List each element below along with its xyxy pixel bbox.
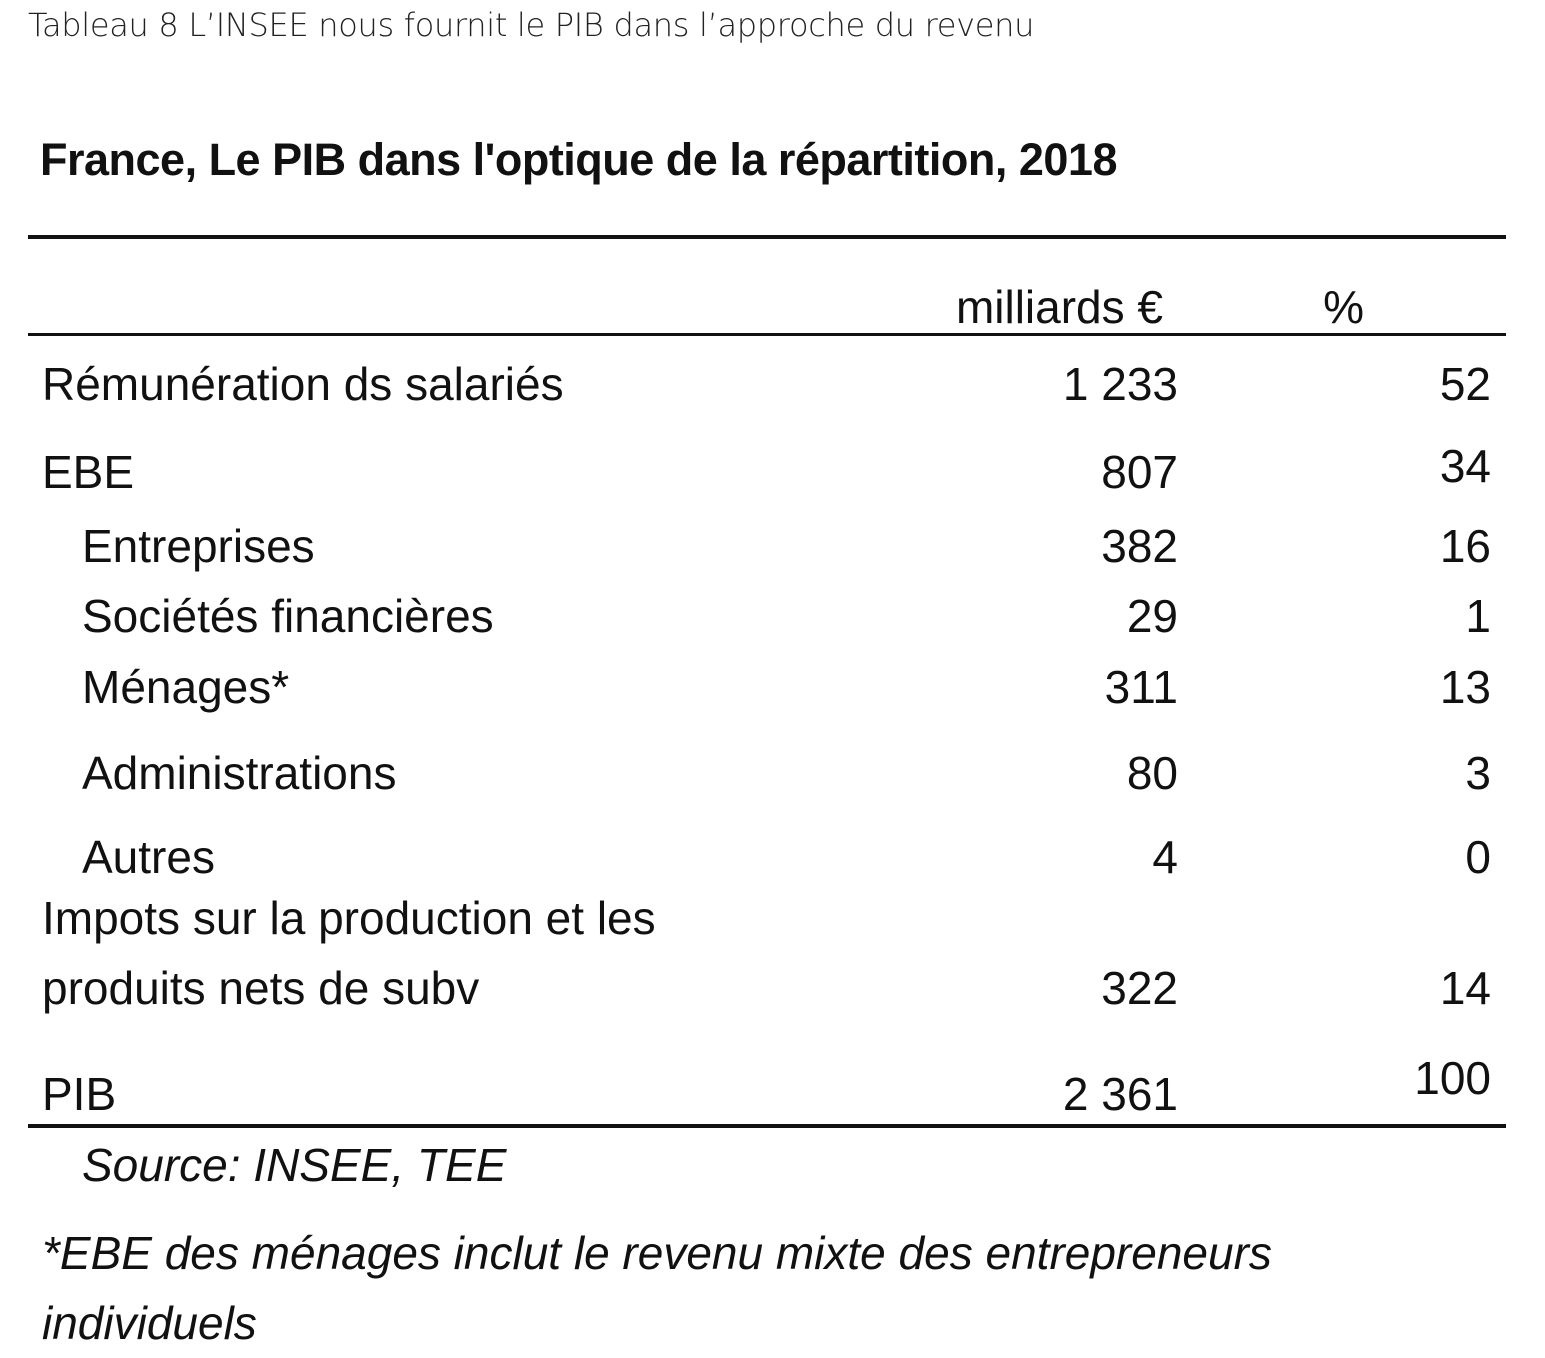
column-header-unit: milliards €: [955, 281, 1163, 333]
row-percent: 13: [1439, 661, 1491, 713]
row-percent: 14: [1439, 962, 1491, 1014]
row-value: 382: [1101, 520, 1178, 572]
row-value: 322: [1101, 962, 1178, 1014]
table-row: Entreprises 382 16: [0, 518, 1545, 574]
row-value: 807: [1101, 446, 1178, 498]
row-value: 2 361: [1062, 1068, 1178, 1120]
column-header-percent: %: [1323, 281, 1364, 333]
table-row-total: PIB 2 361 100: [0, 1052, 1545, 1122]
row-percent: 34: [1439, 440, 1491, 492]
row-label: Entreprises: [82, 520, 315, 572]
table-row: produits nets de subv 322 14: [0, 960, 1545, 1016]
table-row: Administrations 80 3: [0, 745, 1545, 801]
table-row: Rémunération ds salariés 1 233 52: [0, 356, 1545, 412]
row-label: PIB: [42, 1068, 117, 1120]
row-label: Autres: [82, 831, 215, 883]
row-label-line1: Impots sur la production et les: [42, 892, 656, 944]
row-label: produits nets de subv: [42, 962, 480, 1014]
row-value: 29: [1126, 590, 1178, 642]
row-percent: 100: [1414, 1052, 1491, 1104]
row-label: Sociétés financières: [82, 590, 494, 642]
bottom-rule: [28, 1124, 1506, 1128]
row-label: Rémunération ds salariés: [42, 358, 564, 410]
row-percent: 52: [1439, 358, 1491, 410]
row-label: EBE: [42, 446, 135, 498]
figure-caption: Tableau 8 L’INSEE nous fournit le PIB da…: [28, 6, 1035, 44]
table-title: France, Le PIB dans l'optique de la répa…: [40, 134, 1118, 185]
row-value: 311: [1104, 661, 1178, 713]
table-footnote: *EBE des ménages inclut le revenu mixte …: [42, 1227, 1272, 1349]
table-row: Ménages* 311 13: [0, 659, 1545, 715]
table-row: EBE 807 34: [0, 440, 1545, 500]
table-row: Sociétés financières 29 1: [0, 588, 1545, 644]
row-label: Administrations: [82, 747, 397, 799]
row-percent: 3: [1465, 747, 1491, 799]
row-value: 4: [1152, 831, 1178, 883]
row-value: 1 233: [1062, 358, 1178, 410]
row-percent: 16: [1439, 520, 1491, 572]
row-label: Ménages*: [82, 661, 290, 713]
row-percent: 1: [1465, 590, 1491, 642]
row-percent: 0: [1465, 831, 1491, 883]
header-rule: [28, 333, 1506, 336]
row-value: 80: [1126, 747, 1178, 799]
table-source: Source: INSEE, TEE: [82, 1139, 507, 1191]
top-rule: [28, 235, 1506, 239]
table-row: Autres 4 0: [0, 829, 1545, 885]
